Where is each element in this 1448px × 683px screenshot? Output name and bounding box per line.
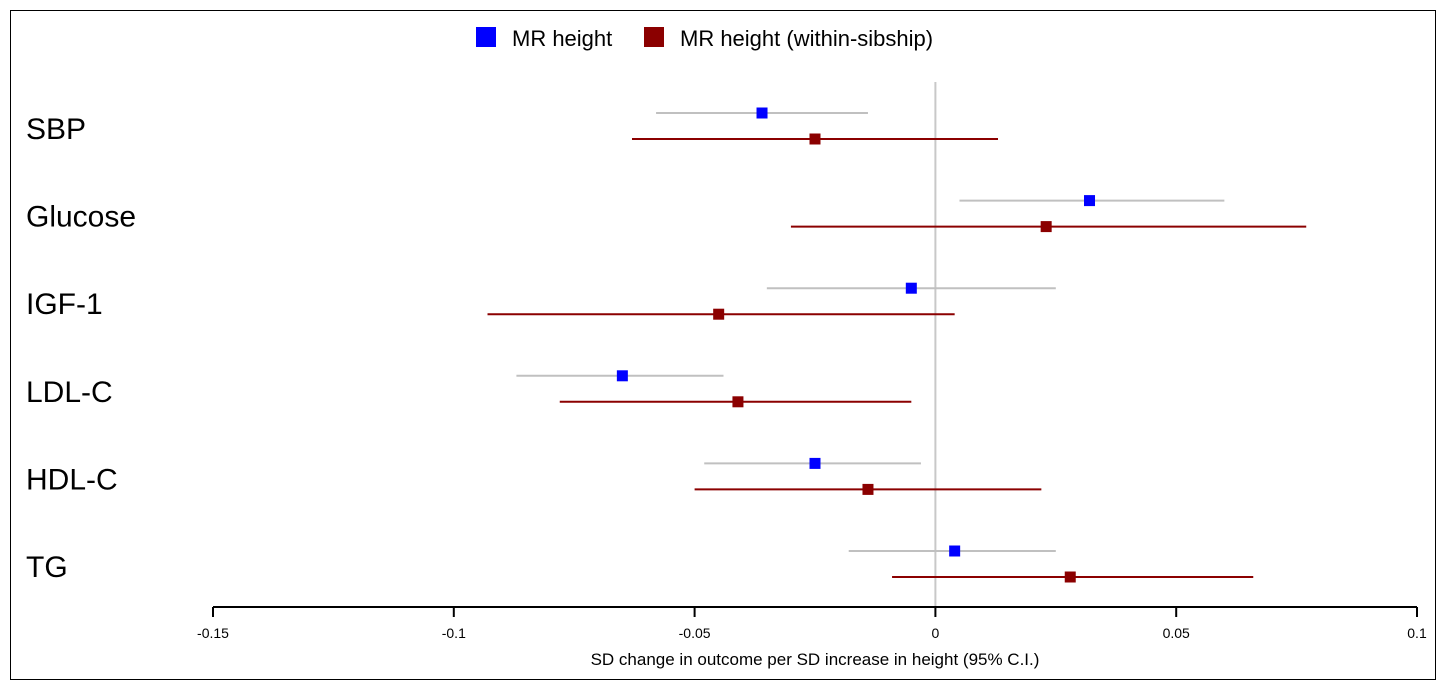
x-tick-label-3: 0 [932, 625, 940, 641]
plot-marks [487, 107, 1307, 583]
x-axis: -0.15 -0.1 -0.05 0 0.05 0.1 [197, 606, 1427, 641]
category-label-tg: TG [26, 551, 68, 584]
point-mr-height-igf-1 [905, 282, 917, 294]
point-within-sibship-hdl-c [862, 483, 874, 495]
point-mr-height-hdl-c [809, 457, 821, 469]
point-mr-height-sbp [756, 107, 768, 119]
category-label-glucose: Glucose [26, 201, 136, 234]
x-tick-label-5: 0.1 [1407, 625, 1427, 641]
category-label-ldl-c: LDL-C [26, 376, 113, 409]
point-within-sibship-sbp [809, 133, 821, 145]
point-within-sibship-tg [1064, 571, 1076, 583]
category-labels: SBP Glucose IGF-1 LDL-C HDL-C TG [26, 113, 136, 584]
category-label-sbp: SBP [26, 113, 86, 146]
point-mr-height-glucose [1084, 195, 1096, 207]
point-within-sibship-ldl-c [732, 396, 744, 408]
x-tick-label-1: -0.1 [442, 625, 466, 641]
legend-swatch-within-sibship [644, 27, 664, 47]
legend-swatch-mr-height [476, 27, 496, 47]
category-label-igf-1: IGF-1 [26, 288, 103, 321]
chart-frame [10, 10, 1436, 680]
category-label-hdl-c: HDL-C [26, 463, 118, 496]
legend-label-within-sibship: MR height (within-sibship) [680, 26, 933, 51]
legend: MR height MR height (within-sibship) [476, 26, 933, 51]
x-tick-label-0: -0.15 [197, 625, 229, 641]
x-tick-label-2: -0.05 [679, 625, 711, 641]
point-within-sibship-glucose [1040, 221, 1052, 233]
point-mr-height-ldl-c [616, 370, 628, 382]
x-tick-label-4: 0.05 [1163, 625, 1190, 641]
legend-label-mr-height: MR height [512, 26, 612, 51]
point-mr-height-tg [949, 545, 961, 557]
point-within-sibship-igf-1 [713, 308, 725, 320]
x-axis-title: SD change in outcome per SD increase in … [591, 650, 1040, 669]
